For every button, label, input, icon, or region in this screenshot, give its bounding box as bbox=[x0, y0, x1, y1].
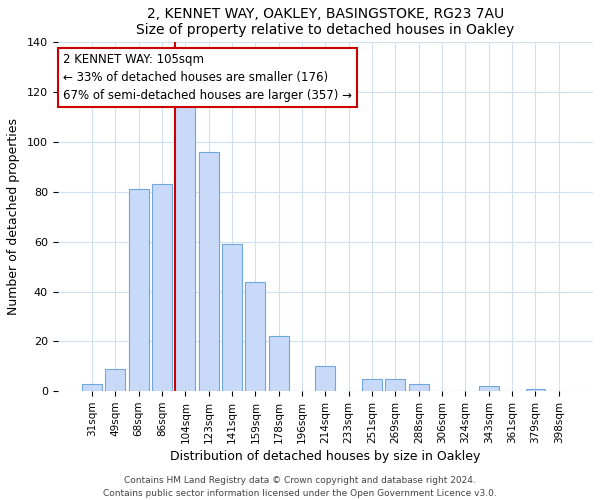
Bar bbox=[152, 184, 172, 392]
Bar bbox=[129, 190, 149, 392]
Bar bbox=[106, 369, 125, 392]
Bar bbox=[526, 389, 545, 392]
Bar bbox=[222, 244, 242, 392]
Bar bbox=[479, 386, 499, 392]
Bar bbox=[316, 366, 335, 392]
Bar bbox=[175, 105, 195, 392]
Bar bbox=[385, 379, 406, 392]
Bar bbox=[269, 336, 289, 392]
Bar bbox=[409, 384, 428, 392]
Title: 2, KENNET WAY, OAKLEY, BASINGSTOKE, RG23 7AU
Size of property relative to detach: 2, KENNET WAY, OAKLEY, BASINGSTOKE, RG23… bbox=[136, 7, 515, 37]
Y-axis label: Number of detached properties: Number of detached properties bbox=[7, 118, 20, 316]
Text: Contains HM Land Registry data © Crown copyright and database right 2024.
Contai: Contains HM Land Registry data © Crown c… bbox=[103, 476, 497, 498]
X-axis label: Distribution of detached houses by size in Oakley: Distribution of detached houses by size … bbox=[170, 450, 481, 463]
Bar bbox=[245, 282, 265, 392]
Text: 2 KENNET WAY: 105sqm
← 33% of detached houses are smaller (176)
67% of semi-deta: 2 KENNET WAY: 105sqm ← 33% of detached h… bbox=[63, 53, 352, 102]
Bar bbox=[82, 384, 102, 392]
Bar bbox=[199, 152, 218, 392]
Bar bbox=[362, 379, 382, 392]
